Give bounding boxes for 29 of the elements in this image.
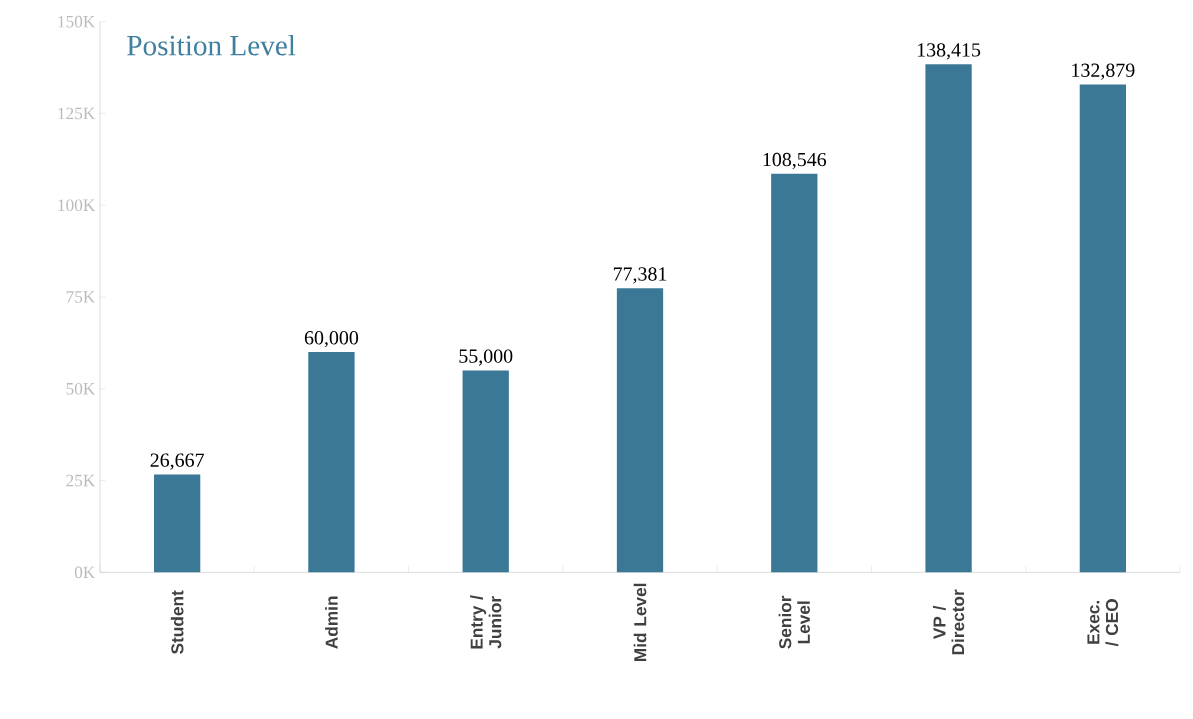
data-label: 132,879 <box>1072 63 1135 80</box>
y-tick-label: 125K <box>58 107 96 120</box>
x-tick-label: Entry / Junior <box>470 595 502 649</box>
bar <box>308 352 355 573</box>
y-tick-label: 50K <box>66 382 96 395</box>
y-tick-label: 150K <box>58 15 96 28</box>
bar <box>771 173 818 573</box>
x-tick-label: Student <box>170 590 184 654</box>
x-tick-label: Mid Level <box>633 583 647 662</box>
data-label: 77,381 <box>613 267 667 284</box>
data-label: 60,000 <box>304 331 359 348</box>
chart-title: Position Level <box>127 34 296 56</box>
data-label: 108,546 <box>763 152 827 170</box>
x-tick-label: VP / Director <box>932 589 965 655</box>
bar <box>925 64 972 573</box>
data-label: 26,667 <box>150 453 204 470</box>
data-label: 55,000 <box>459 349 513 366</box>
y-tick-label: 0K <box>74 566 96 579</box>
bar <box>616 288 664 573</box>
bar <box>1079 84 1126 573</box>
data-label: 138,415 <box>917 43 981 60</box>
bar <box>462 370 509 573</box>
x-tick-label: Admin <box>325 596 338 649</box>
y-tick-label: 100K <box>58 199 96 212</box>
x-tick-label: Exec. / CEO <box>1087 599 1119 647</box>
x-tick-label: Senior Level <box>778 595 810 649</box>
y-tick-label: 75K <box>66 291 96 303</box>
bar <box>154 474 201 573</box>
y-tick-label: 25K <box>66 474 96 487</box>
